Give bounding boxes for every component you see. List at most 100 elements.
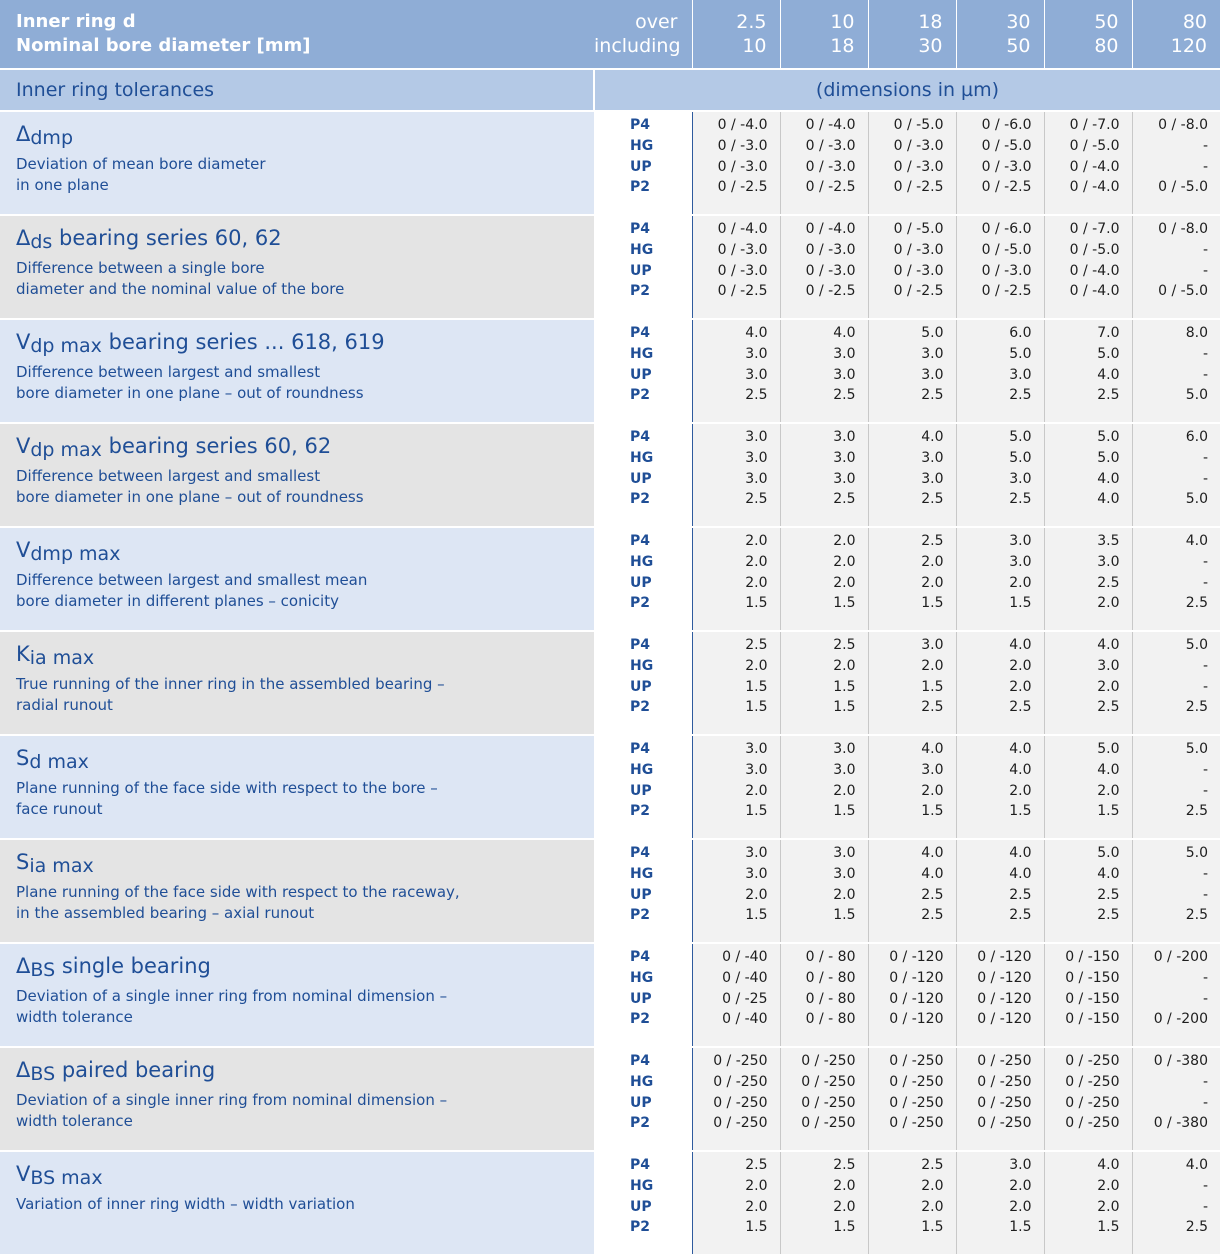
tolerance-value: 2.0 xyxy=(1097,595,1120,612)
header-range-6: 80 120 xyxy=(1131,0,1220,70)
tolerance-value: 3.0 xyxy=(833,845,856,861)
tolerance-value: 0 / -250 xyxy=(713,1094,768,1111)
tolerance-value: 5.0 xyxy=(1185,387,1208,404)
tolerance-value: 0 / -150 xyxy=(1065,1011,1120,1028)
grade-label: HG xyxy=(630,345,654,362)
value-column-4: 0 / -6.0 0 / -5.0 0 / -3.0 0 / -2.5 xyxy=(955,215,1044,320)
grade-label: P4 xyxy=(630,1157,651,1173)
tolerance-value: 1.5 xyxy=(833,803,856,820)
value-column-3: 5.0 3.0 3.0 2.5 xyxy=(867,319,956,424)
range-over-value: 50 xyxy=(1094,11,1119,33)
tolerance-value: 0 / -250 xyxy=(801,1053,856,1069)
tolerance-value: 3.0 xyxy=(1097,553,1120,570)
description-text: Plane running of the face side with resp… xyxy=(16,778,584,820)
tolerance-value: - xyxy=(1202,574,1208,591)
description-line: bore diameter in one plane – out of roun… xyxy=(16,384,364,402)
parameter-description: Δds bearing series 60, 62 Difference betw… xyxy=(0,215,594,320)
tolerance-value: 1.5 xyxy=(833,1219,856,1236)
tolerance-value: 0 / -250 xyxy=(889,1053,944,1069)
tolerance-value: 0 / -6.0 xyxy=(981,221,1032,237)
tolerance-value: - xyxy=(1202,470,1208,487)
tolerance-value: 0 / -3.0 xyxy=(981,158,1032,175)
tolerance-value: 3.0 xyxy=(833,741,856,757)
tolerance-value: 0 / -250 xyxy=(801,1115,856,1132)
tolerance-value: 0 / - 80 xyxy=(805,969,856,986)
header-label: Inner ring d Nominal bore diameter [mm] xyxy=(0,0,594,70)
tolerance-value: 3.0 xyxy=(921,761,944,778)
tolerance-value: 2.0 xyxy=(833,886,856,903)
subheader-left: Inner ring tolerances xyxy=(0,69,594,112)
tolerance-value: 0 / -380 xyxy=(1153,1053,1208,1069)
value-column-3: 4.0 3.0 3.0 2.5 xyxy=(867,423,956,528)
description-line: True running of the inner ring in the as… xyxy=(16,675,445,693)
grade-labels: P4 HG UP P2 xyxy=(594,943,692,1048)
tolerance-value: 5.0 xyxy=(1009,449,1032,466)
tolerance-value: 2.5 xyxy=(921,491,944,508)
tolerance-value: 0 / -3.0 xyxy=(805,137,856,154)
grade-label: UP xyxy=(630,262,652,279)
grade-label: P4 xyxy=(630,845,651,861)
grade-label: HG xyxy=(630,969,654,986)
tolerance-value: 0 / -3.0 xyxy=(893,262,944,279)
grade-label: P2 xyxy=(630,595,651,612)
tolerance-value: 5.0 xyxy=(1097,429,1120,445)
tolerance-value: 0 / -4.0 xyxy=(717,221,768,237)
tolerance-value: 2.0 xyxy=(1009,782,1032,799)
tolerance-value: 3.0 xyxy=(1009,533,1032,549)
tolerance-value: 1.5 xyxy=(745,907,768,924)
grade-label: P4 xyxy=(630,741,651,757)
tolerance-value: - xyxy=(1202,657,1208,674)
tolerance-value: 0 / - 80 xyxy=(805,1011,856,1028)
tolerance-value: 5.0 xyxy=(921,325,944,341)
header-range-4: 30 50 xyxy=(955,0,1044,70)
description-line: width tolerance xyxy=(16,1008,133,1026)
tolerance-value: 3.0 xyxy=(745,865,768,882)
tolerance-value: 2.0 xyxy=(1009,678,1032,695)
tolerance-value: 5.0 xyxy=(1185,491,1208,508)
grade-label: UP xyxy=(630,990,652,1007)
grade-label: P2 xyxy=(630,699,651,716)
value-column-2: 0 / -4.0 0 / -3.0 0 / -3.0 0 / -2.5 xyxy=(779,111,868,216)
description-text: Plane running of the face side with resp… xyxy=(16,882,584,924)
tolerance-value: 2.0 xyxy=(921,1177,944,1194)
value-column-3: 4.0 4.0 2.5 2.5 xyxy=(867,839,956,944)
tolerance-value: - xyxy=(1202,1094,1208,1111)
description-text: Deviation of mean bore diameter in one pl… xyxy=(16,154,584,196)
range-including-value: 80 xyxy=(1094,35,1119,57)
tolerance-value: 0 / -5.0 xyxy=(893,117,944,133)
tolerance-value: 2.5 xyxy=(1185,595,1208,612)
description-line: face runout xyxy=(16,800,103,818)
value-column-5: 5.0 4.0 2.0 1.5 xyxy=(1043,735,1132,840)
parameter-suffix: single bearing xyxy=(55,954,211,978)
tolerance-value: 2.5 xyxy=(1009,387,1032,404)
header-range-1: 2.5 10 xyxy=(691,0,780,70)
tolerance-value: 5.0 xyxy=(1185,637,1208,653)
parameter-description: Vdp max bearing series 60, 62 Difference … xyxy=(0,423,594,528)
grade-labels: P4 HG UP P2 xyxy=(594,423,692,528)
description-line: Difference between largest and smallest xyxy=(16,467,321,485)
tolerance-value: 3.0 xyxy=(1097,657,1120,674)
tolerance-value: 4.0 xyxy=(1009,637,1032,653)
tolerance-value: 3.5 xyxy=(1097,533,1120,549)
tolerance-value: 0 / - 80 xyxy=(805,949,856,965)
tolerance-value: 0 / -40 xyxy=(722,1011,768,1028)
tolerance-value: 1.5 xyxy=(1097,803,1120,820)
tolerance-value: 2.5 xyxy=(1009,699,1032,716)
tolerance-value: 2.0 xyxy=(921,782,944,799)
grade-label: UP xyxy=(630,782,652,799)
tolerance-value: 2.0 xyxy=(833,1177,856,1194)
header-range-3: 18 30 xyxy=(867,0,956,70)
grade-label: HG xyxy=(630,137,654,154)
tolerance-value: 0 / -150 xyxy=(1065,990,1120,1007)
tolerance-value: 1.5 xyxy=(833,595,856,612)
description-line: Deviation of mean bore diameter xyxy=(16,155,266,173)
header-row: Inner ring d Nominal bore diameter [mm] … xyxy=(0,0,1220,70)
tolerance-value: 0 / -120 xyxy=(977,969,1032,986)
tolerance-value: 3.0 xyxy=(745,845,768,861)
parameter-subscript: BS xyxy=(30,1063,56,1085)
tolerance-value: 5.0 xyxy=(1097,345,1120,362)
description-line: diameter and the nominal value of the bo… xyxy=(16,280,345,298)
tolerance-value: 0 / -40 xyxy=(722,949,768,965)
tolerance-value: 0 / -4.0 xyxy=(805,117,856,133)
tolerance-value: - xyxy=(1202,678,1208,695)
